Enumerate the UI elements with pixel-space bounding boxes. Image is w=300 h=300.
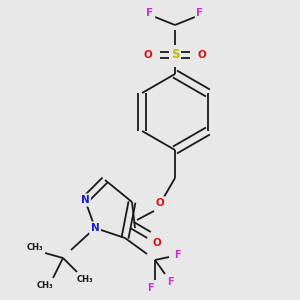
Text: F: F [147,283,153,293]
Text: CH₃: CH₃ [27,244,43,253]
Text: F: F [167,277,173,287]
Text: CH₃: CH₃ [77,275,93,284]
Text: S: S [171,49,179,62]
Text: N: N [91,223,99,233]
Text: O: O [153,238,161,248]
Text: F: F [146,8,154,18]
Text: F: F [174,250,180,260]
Text: CH₃: CH₃ [37,281,53,290]
Text: O: O [156,198,164,208]
Text: O: O [144,50,152,60]
Text: O: O [198,50,206,60]
Text: N: N [81,195,89,205]
Text: F: F [196,8,204,18]
